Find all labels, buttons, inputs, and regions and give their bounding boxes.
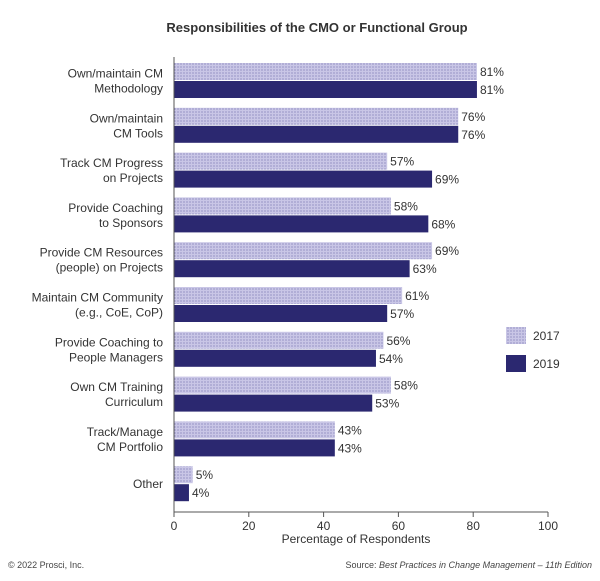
data-label-2017-5: 69% bbox=[435, 244, 459, 258]
category-label-5-line-1: Provide CM Resources bbox=[40, 246, 163, 260]
legend-label-2017: 2017 bbox=[533, 329, 560, 343]
x-tick-label-80: 80 bbox=[467, 519, 481, 533]
bar-2017-5 bbox=[174, 242, 433, 260]
bar-2019-5 bbox=[174, 260, 410, 278]
data-label-2019-3: 69% bbox=[435, 173, 459, 187]
data-label-2019-7: 54% bbox=[379, 352, 403, 366]
data-label-2019-10: 4% bbox=[192, 486, 210, 500]
category-label-9-line-2: CM Portfolio bbox=[97, 440, 163, 454]
bar-2017-8 bbox=[174, 376, 391, 394]
bar-2019-3 bbox=[174, 170, 433, 188]
data-label-2019-4: 68% bbox=[431, 217, 455, 231]
category-label-6-line-1: Maintain CM Community bbox=[32, 291, 163, 305]
bar-2019-6 bbox=[174, 305, 388, 322]
legend-swatch-2017 bbox=[506, 327, 526, 344]
chart-title: Responsibilities of the CMO or Functiona… bbox=[166, 20, 467, 35]
bar-2017-10 bbox=[174, 466, 193, 484]
data-label-2019-6: 57% bbox=[390, 307, 414, 321]
category-label-4-line-2: to Sponsors bbox=[99, 216, 163, 230]
data-label-2017-1: 81% bbox=[480, 65, 504, 79]
data-label-2017-2: 76% bbox=[461, 110, 485, 124]
data-label-2019-2: 76% bbox=[461, 128, 485, 142]
data-label-2019-9: 43% bbox=[338, 441, 362, 455]
x-tick-label-20: 20 bbox=[242, 519, 256, 533]
data-label-2019-8: 53% bbox=[375, 397, 399, 411]
legend-swatch-2019 bbox=[506, 355, 526, 372]
category-label-9-line-1: Track/Manage bbox=[87, 425, 164, 439]
bar-2017-1 bbox=[174, 63, 477, 80]
category-label-4-line-1: Provide Coaching bbox=[68, 201, 163, 215]
source-title: Best Practices in Change Management – 11… bbox=[379, 560, 592, 570]
category-label-7-line-2: People Managers bbox=[69, 350, 163, 364]
bar-2019-2 bbox=[174, 125, 459, 143]
source-prefix: Source: bbox=[345, 560, 380, 570]
bar-2017-7 bbox=[174, 331, 384, 349]
source-text: Source: Best Practices in Change Managem… bbox=[346, 560, 593, 570]
bar-2017-9 bbox=[174, 421, 335, 439]
category-label-8-line-1: Own CM Training bbox=[70, 380, 163, 394]
category-label-3-line-2: on Projects bbox=[103, 171, 163, 185]
x-tick-label-60: 60 bbox=[392, 519, 406, 533]
data-label-2017-3: 57% bbox=[390, 155, 414, 169]
bar-2019-1 bbox=[174, 81, 477, 98]
category-label-3-line-1: Track CM Progress bbox=[60, 156, 163, 170]
category-label-2-line-1: Own/maintain bbox=[90, 111, 163, 125]
data-label-2017-10: 5% bbox=[196, 468, 214, 482]
x-axis-title: Percentage of Respondents bbox=[282, 532, 431, 546]
data-label-2017-6: 61% bbox=[405, 289, 429, 303]
bar-2019-9 bbox=[174, 439, 335, 457]
x-tick-label-40: 40 bbox=[317, 519, 331, 533]
copyright-text: © 2022 Prosci, Inc. bbox=[8, 560, 85, 570]
legend-label-2019: 2019 bbox=[533, 357, 560, 371]
bar-2017-2 bbox=[174, 107, 459, 125]
category-label-1-line-1: Own/maintain CM bbox=[68, 67, 163, 81]
bar-2017-3 bbox=[174, 152, 388, 170]
bar-2019-8 bbox=[174, 394, 373, 412]
category-label-5-line-2: (people) on Projects bbox=[56, 261, 163, 275]
data-label-2017-7: 56% bbox=[386, 334, 410, 348]
bar-2019-7 bbox=[174, 349, 376, 367]
data-label-2017-4: 58% bbox=[394, 199, 418, 213]
category-label-1-line-2: Methodology bbox=[94, 82, 163, 96]
data-label-2019-1: 81% bbox=[480, 83, 504, 97]
category-label-8-line-2: Curriculum bbox=[105, 395, 163, 409]
bar-2017-4 bbox=[174, 197, 391, 215]
category-label-10-line-1: Other bbox=[133, 477, 163, 491]
category-label-6-line-2: (e.g., CoE, CoP) bbox=[75, 306, 163, 320]
bar-2019-4 bbox=[174, 215, 429, 233]
data-label-2017-8: 58% bbox=[394, 379, 418, 393]
bar-2019-10 bbox=[174, 484, 189, 502]
category-label-7-line-1: Provide Coaching to bbox=[55, 335, 163, 349]
data-label-2019-5: 63% bbox=[413, 262, 437, 276]
category-label-2-line-2: CM Tools bbox=[113, 126, 163, 140]
data-label-2017-9: 43% bbox=[338, 423, 362, 437]
x-tick-label-100: 100 bbox=[538, 519, 558, 533]
bar-2017-6 bbox=[174, 287, 403, 304]
x-tick-label-0: 0 bbox=[171, 519, 178, 533]
